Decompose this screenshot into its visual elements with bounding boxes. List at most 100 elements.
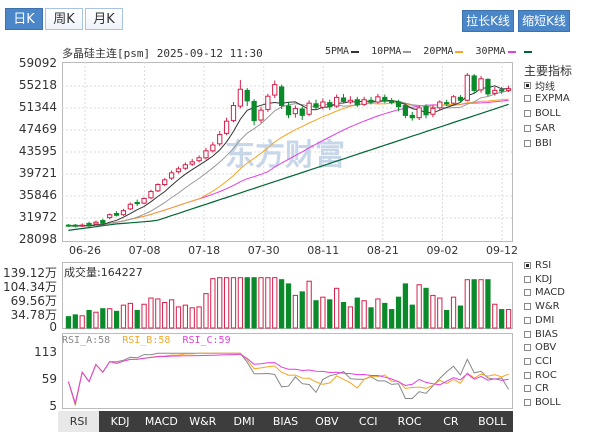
- volume-bar: [113, 310, 120, 329]
- bottom-tab-roc[interactable]: ROC: [397, 415, 422, 428]
- shorten-kline-button[interactable]: 缩短K线: [518, 10, 570, 32]
- volume-bar: [450, 296, 457, 329]
- indicator-option-label: SAR: [535, 123, 556, 134]
- sub-indicator-checkbox[interactable]: [524, 303, 531, 311]
- sub-indicator-checkbox[interactable]: [524, 385, 531, 393]
- sub-indicator-checkbox[interactable]: [524, 344, 531, 352]
- sub-indicator-option-label: MACD: [535, 287, 565, 299]
- indicator-checkbox[interactable]: [524, 140, 531, 147]
- ma20-label: 20PMA: [423, 46, 454, 57]
- candle-body: [175, 168, 182, 173]
- date-tick-label: 07-18: [188, 244, 221, 257]
- volume-bar: [65, 316, 72, 329]
- sub-indicator-option-obv[interactable]: OBV: [524, 342, 556, 353]
- sub-indicator-option-bias[interactable]: BIAS: [524, 329, 558, 340]
- indicator-option-bbi[interactable]: BBI: [524, 138, 552, 149]
- watermark-text: 东方财富: [225, 138, 345, 173]
- candle-body: [72, 224, 78, 227]
- candle-body: [361, 99, 367, 105]
- sub-indicator-option-label: BOLL: [535, 397, 561, 408]
- volume-bar: [278, 279, 285, 329]
- volume-bar: [155, 298, 161, 329]
- ma20-line: [68, 98, 509, 227]
- candle-body: [306, 102, 312, 115]
- volume-bar: [272, 277, 278, 329]
- candle-body: [382, 96, 388, 102]
- volume-bar: [485, 279, 491, 329]
- sub-indicator-checkbox[interactable]: [524, 357, 531, 365]
- indicator-checkbox[interactable]: [524, 82, 531, 89]
- sub-indicator-checkbox[interactable]: [524, 262, 531, 269]
- indicator-option-boll[interactable]: BOLL: [524, 108, 561, 119]
- volume-bar: [505, 309, 512, 329]
- volume-bar: [423, 287, 429, 329]
- volume-bar: [313, 300, 319, 329]
- candle-body: [347, 99, 354, 103]
- stretch-kline-button[interactable]: 拉长K线: [462, 10, 514, 32]
- indicator-checkbox[interactable]: [524, 95, 531, 102]
- candle-body: [189, 161, 195, 165]
- tab-monthly[interactable]: 月K: [85, 8, 123, 30]
- candle-body: [485, 78, 491, 95]
- indicator-checkbox[interactable]: [524, 125, 531, 132]
- tab-weekly[interactable]: 周K: [45, 8, 83, 30]
- candle-body: [100, 220, 106, 224]
- volume-bar: [162, 301, 168, 329]
- bottom-tab-dmi[interactable]: DMI: [233, 415, 255, 428]
- volume-bar: [230, 277, 237, 329]
- candle-body: [334, 96, 340, 107]
- sub-indicator-option-w-r[interactable]: W&R: [524, 301, 560, 312]
- candle-body: [196, 157, 202, 162]
- candle-body: [499, 89, 505, 92]
- candle-body: [375, 96, 381, 103]
- volume-bar: [217, 277, 223, 329]
- rsi-tick-label: 5: [49, 399, 57, 413]
- rsi-b-line: [67, 352, 509, 407]
- tab-daily[interactable]: 日K: [5, 8, 43, 30]
- sub-indicator-checkbox[interactable]: [524, 371, 531, 379]
- volume-bar: [402, 283, 409, 329]
- volume-bar: [237, 277, 243, 329]
- indicator-option-均线[interactable]: 均线: [524, 78, 555, 93]
- bottom-tab-bias[interactable]: BIAS: [272, 415, 299, 428]
- candle-body: [492, 89, 498, 94]
- sub-indicator-option-rsi[interactable]: RSI: [524, 260, 551, 271]
- indicator-option-sar[interactable]: SAR: [524, 123, 555, 134]
- bottom-tab-w-r[interactable]: W&R: [189, 415, 217, 428]
- rsi-legend: RSI_A:58 RSI_B:58 RSI_C:59: [62, 335, 231, 346]
- candle-body: [79, 224, 85, 227]
- bottom-tab-boll[interactable]: BOLL: [478, 415, 507, 428]
- ma60-line: [68, 103, 509, 231]
- sub-indicator-option-boll[interactable]: BOLL: [524, 397, 561, 408]
- volume-bar: [141, 303, 147, 329]
- sub-indicator-option-kdj[interactable]: KDJ: [524, 274, 552, 285]
- volume-bar: [72, 314, 78, 329]
- sub-indicator-checkbox[interactable]: [524, 316, 531, 324]
- bottom-tab-kdj[interactable]: KDJ: [110, 415, 130, 428]
- rsi-b-label: RSI_B:58: [122, 335, 171, 346]
- sub-indicator-option-cci[interactable]: CCI: [524, 356, 552, 367]
- bottom-tab-macd[interactable]: MACD: [144, 415, 178, 428]
- volume-bar: [457, 305, 464, 329]
- sub-indicator-checkbox[interactable]: [524, 330, 531, 338]
- bottom-tab-cci[interactable]: CCI: [358, 415, 378, 428]
- sub-indicator-checkbox[interactable]: [524, 289, 531, 297]
- bottom-tab-obv[interactable]: OBV: [315, 415, 339, 428]
- volume-bar: [168, 299, 175, 329]
- sub-indicator-checkbox[interactable]: [524, 275, 531, 283]
- price-tick-label: 43595: [18, 144, 57, 158]
- sub-indicator-checkbox[interactable]: [524, 399, 531, 406]
- candle-body: [278, 86, 285, 107]
- indicator-checkbox[interactable]: [524, 110, 531, 117]
- bottom-tab-rsi[interactable]: RSI: [58, 411, 100, 432]
- candle-body: [450, 96, 457, 104]
- sub-indicator-option-macd[interactable]: MACD: [524, 287, 565, 298]
- sub-indicator-option-cr[interactable]: CR: [524, 383, 549, 394]
- sub-indicator-option-roc[interactable]: ROC: [524, 370, 557, 381]
- volume-bar: [148, 297, 154, 329]
- indicator-option-expma[interactable]: EXPMA: [524, 93, 570, 104]
- volume-bar: [223, 277, 230, 329]
- sub-indicator-option-dmi[interactable]: DMI: [524, 315, 554, 326]
- bottom-tab-cr[interactable]: CR: [443, 415, 459, 428]
- candle-body: [230, 105, 237, 122]
